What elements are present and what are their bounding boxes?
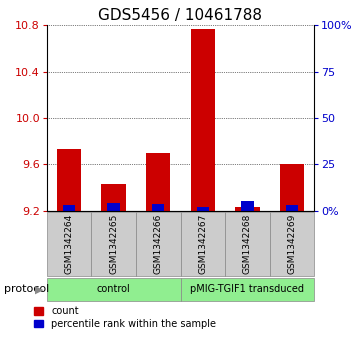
Bar [146, 153, 170, 211]
Bar [191, 29, 215, 211]
Bar [108, 203, 120, 211]
Bar [279, 164, 304, 211]
Text: GSM1342268: GSM1342268 [243, 214, 252, 274]
Text: GSM1342267: GSM1342267 [198, 214, 207, 274]
Bar [196, 207, 209, 211]
Bar [241, 201, 253, 211]
Legend: count, percentile rank within the sample: count, percentile rank within the sample [34, 306, 216, 329]
Text: GSM1342269: GSM1342269 [287, 214, 296, 274]
Text: GSM1342266: GSM1342266 [154, 214, 163, 274]
Text: GSM1342264: GSM1342264 [65, 214, 74, 274]
Text: control: control [97, 285, 131, 294]
Title: GDS5456 / 10461788: GDS5456 / 10461788 [99, 8, 262, 23]
Text: pMIG-TGIF1 transduced: pMIG-TGIF1 transduced [190, 285, 304, 294]
Bar [57, 149, 82, 211]
Bar [101, 184, 126, 211]
Bar [235, 207, 260, 211]
Text: GSM1342265: GSM1342265 [109, 214, 118, 274]
Bar [63, 205, 75, 211]
Text: protocol: protocol [4, 285, 49, 294]
Text: ▶: ▶ [35, 285, 43, 294]
Bar [286, 205, 298, 211]
Bar [152, 204, 165, 211]
